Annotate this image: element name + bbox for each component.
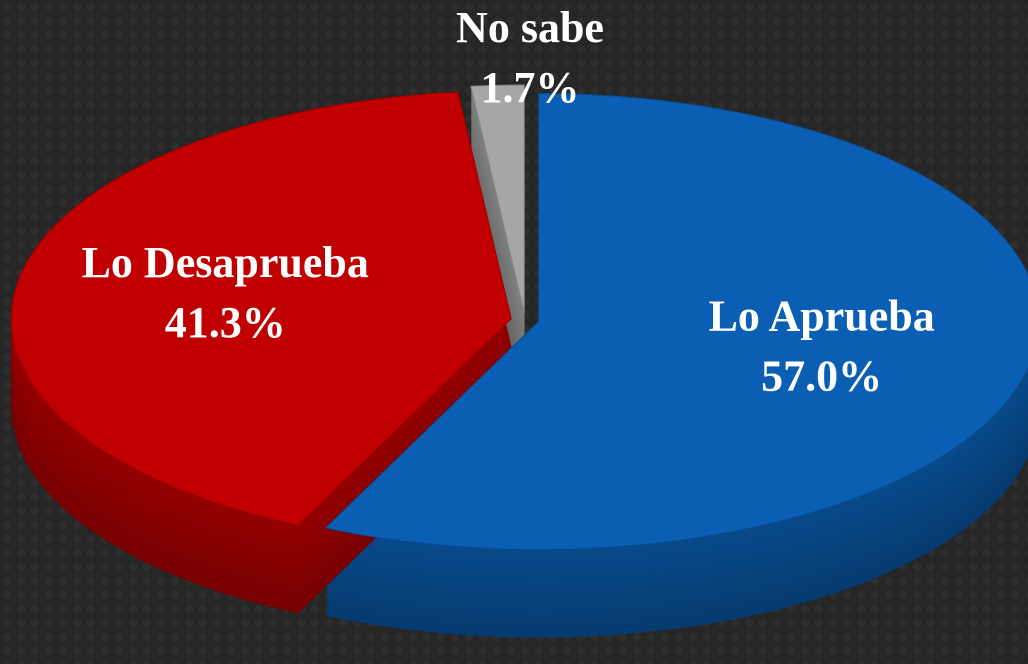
category-label: No sabe [456, 3, 604, 52]
value-label: 41.3% [165, 298, 286, 347]
value-label: 1.7% [481, 63, 580, 112]
value-label: 57.0% [761, 351, 882, 400]
category-label: Lo Aprueba [709, 291, 935, 340]
pie-tops [10, 84, 1028, 551]
labels: Lo Aprueba 57.0% Lo Desaprueba 41.3% No sabe… [82, 3, 935, 400]
slice [470, 84, 525, 314]
slice [324, 93, 1028, 551]
category-label: Lo Desaprueba [82, 238, 369, 287]
slice [10, 91, 512, 526]
